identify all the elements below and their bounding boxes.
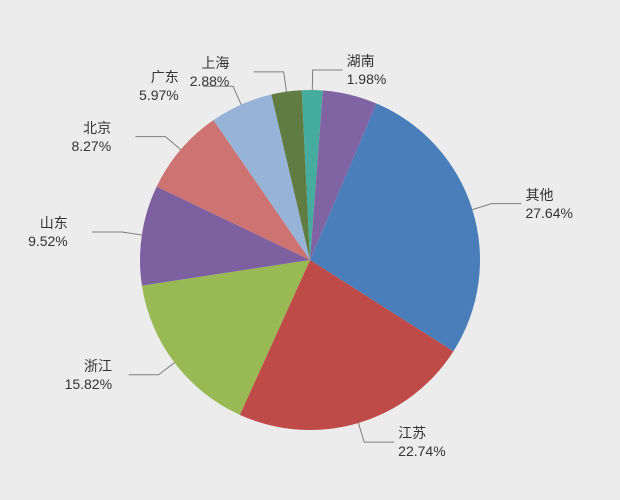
leader-line [358,423,394,442]
pie-chart: 其他27.64%江苏22.74%浙江15.82%山东9.52%北京8.27%广东… [0,0,620,500]
leader-line [254,72,287,92]
leader-line [203,86,241,104]
leader-line [129,363,175,375]
leader-line [135,137,180,150]
pie-svg [0,0,620,500]
leader-line [312,70,342,90]
leader-line [92,232,142,235]
leader-line [472,204,521,210]
